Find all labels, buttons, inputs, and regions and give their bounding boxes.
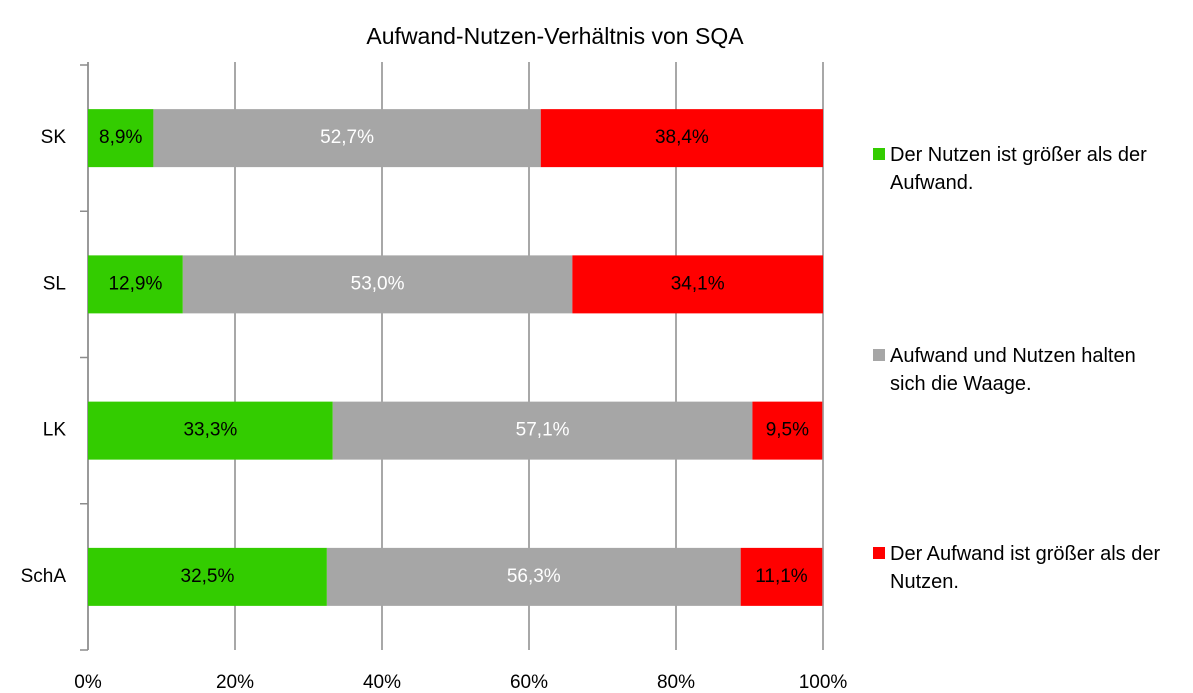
y-tick-label: SK [41,127,67,148]
bar-segment [326,547,741,606]
data-label: 9,5% [766,420,809,441]
legend-item: Der Aufwand ist größer als der Nutzen. [873,540,1173,596]
legend-swatch [873,547,885,559]
bar-segment [752,401,823,460]
bar-segment [182,255,573,314]
data-label: 52,7% [320,127,374,148]
bar-segment [572,255,823,314]
data-label: 33,3% [183,420,237,441]
bar-segment [153,109,541,168]
data-label: 53,0% [351,273,405,294]
bar-segment [332,401,753,460]
data-label: 11,1% [755,566,808,587]
legend-label: Der Aufwand ist größer als der Nutzen. [890,543,1161,593]
data-label: 12,9% [108,273,162,294]
y-tick-label: LK [43,420,67,441]
bar-segment [88,401,333,460]
bar-segment [88,109,154,168]
legend-label: Der Nutzen ist größer als der Aufwand. [890,144,1147,194]
y-tick-label: SL [43,273,66,294]
data-label: 8,9% [99,127,142,148]
x-tick-label: 0% [74,672,102,693]
data-label: 57,1% [516,420,570,441]
x-tick-label: 20% [216,672,254,693]
data-label: 32,5% [181,566,235,587]
bar-segment [540,109,823,168]
data-label: 34,1% [671,273,725,294]
y-tick-label: SchA [21,566,67,587]
x-tick-label: 100% [799,672,848,693]
x-tick-label: 40% [363,672,401,693]
legend-item: Aufwand und Nutzen halten sich die Waage… [873,342,1173,398]
data-label: 56,3% [507,566,561,587]
chart-title: Aufwand-Nutzen-Verhältnis von SQA [366,23,744,49]
x-tick-label: 80% [657,672,695,693]
data-label: 38,4% [655,127,709,148]
legend-swatch [873,148,885,160]
legend-item: Der Nutzen ist größer als der Aufwand. [873,141,1173,197]
bar-segment [740,547,823,606]
bar-segment [88,255,183,314]
x-tick-label: 60% [510,672,548,693]
legend-label: Aufwand und Nutzen halten sich die Waage… [890,345,1136,395]
bar-segment [88,547,327,606]
legend-swatch [873,349,885,361]
